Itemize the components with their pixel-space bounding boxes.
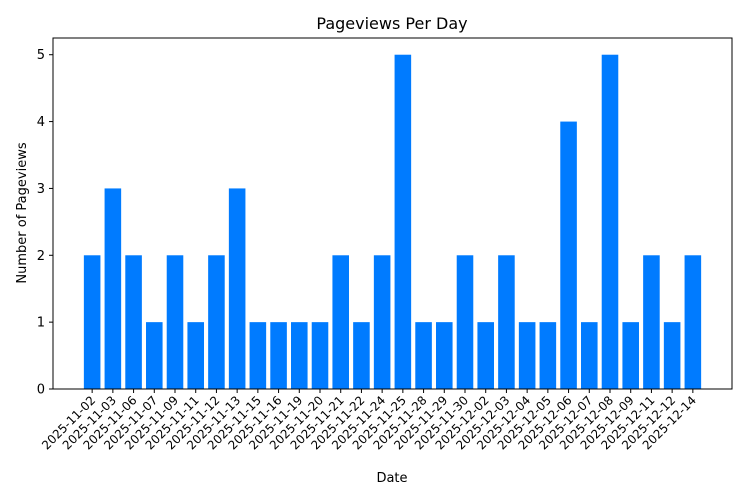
bar-2025-11-09: [166, 255, 184, 389]
bar-2025-11-24: [373, 255, 391, 389]
bar-2025-12-03: [498, 255, 515, 389]
y-tick-label: 4: [37, 115, 45, 130]
y-tick-label: 0: [37, 383, 45, 398]
bar-2025-11-19: [291, 322, 308, 389]
bar-2025-11-25: [394, 54, 412, 389]
bar-2025-11-15: [249, 322, 267, 389]
bar-2025-11-30: [456, 255, 474, 389]
bar-2025-11-06: [125, 255, 142, 389]
bar-2025-11-07: [146, 322, 163, 389]
bar-2025-11-21: [332, 255, 350, 389]
bar-2025-12-11: [643, 255, 660, 389]
bar-2025-11-03: [104, 188, 122, 389]
bar-2025-11-11: [187, 322, 205, 389]
bar-2025-12-06: [560, 121, 577, 390]
y-tick-label: 3: [37, 182, 45, 197]
bar-2025-11-22: [353, 322, 370, 389]
bar-2025-12-12: [663, 322, 681, 389]
bar-2025-12-14: [684, 255, 702, 389]
y-tick-label: 2: [37, 249, 45, 264]
bar-2025-11-28: [415, 322, 432, 389]
bar-2025-12-09: [622, 322, 639, 389]
bar-2025-11-02: [83, 255, 101, 389]
y-axis-label: Number of Pageviews: [15, 142, 30, 283]
bar-2025-12-05: [539, 322, 557, 389]
bar-2025-12-07: [580, 322, 598, 389]
bar-2025-11-20: [311, 322, 329, 389]
bar-2025-11-12: [208, 255, 225, 389]
plot-frame: [52, 37, 733, 390]
x-axis-label: Date: [376, 471, 407, 486]
bar-2025-11-13: [228, 188, 246, 389]
bar-2025-12-08: [601, 54, 619, 389]
bar-2025-12-04: [518, 322, 536, 389]
chart-title: Pageviews Per Day: [316, 14, 467, 33]
bar-2025-11-16: [270, 322, 287, 389]
y-tick-label: 5: [37, 48, 45, 63]
y-tick-label: 1: [37, 316, 45, 331]
bar-2025-12-02: [477, 322, 494, 389]
bar-2025-11-29: [435, 322, 453, 389]
